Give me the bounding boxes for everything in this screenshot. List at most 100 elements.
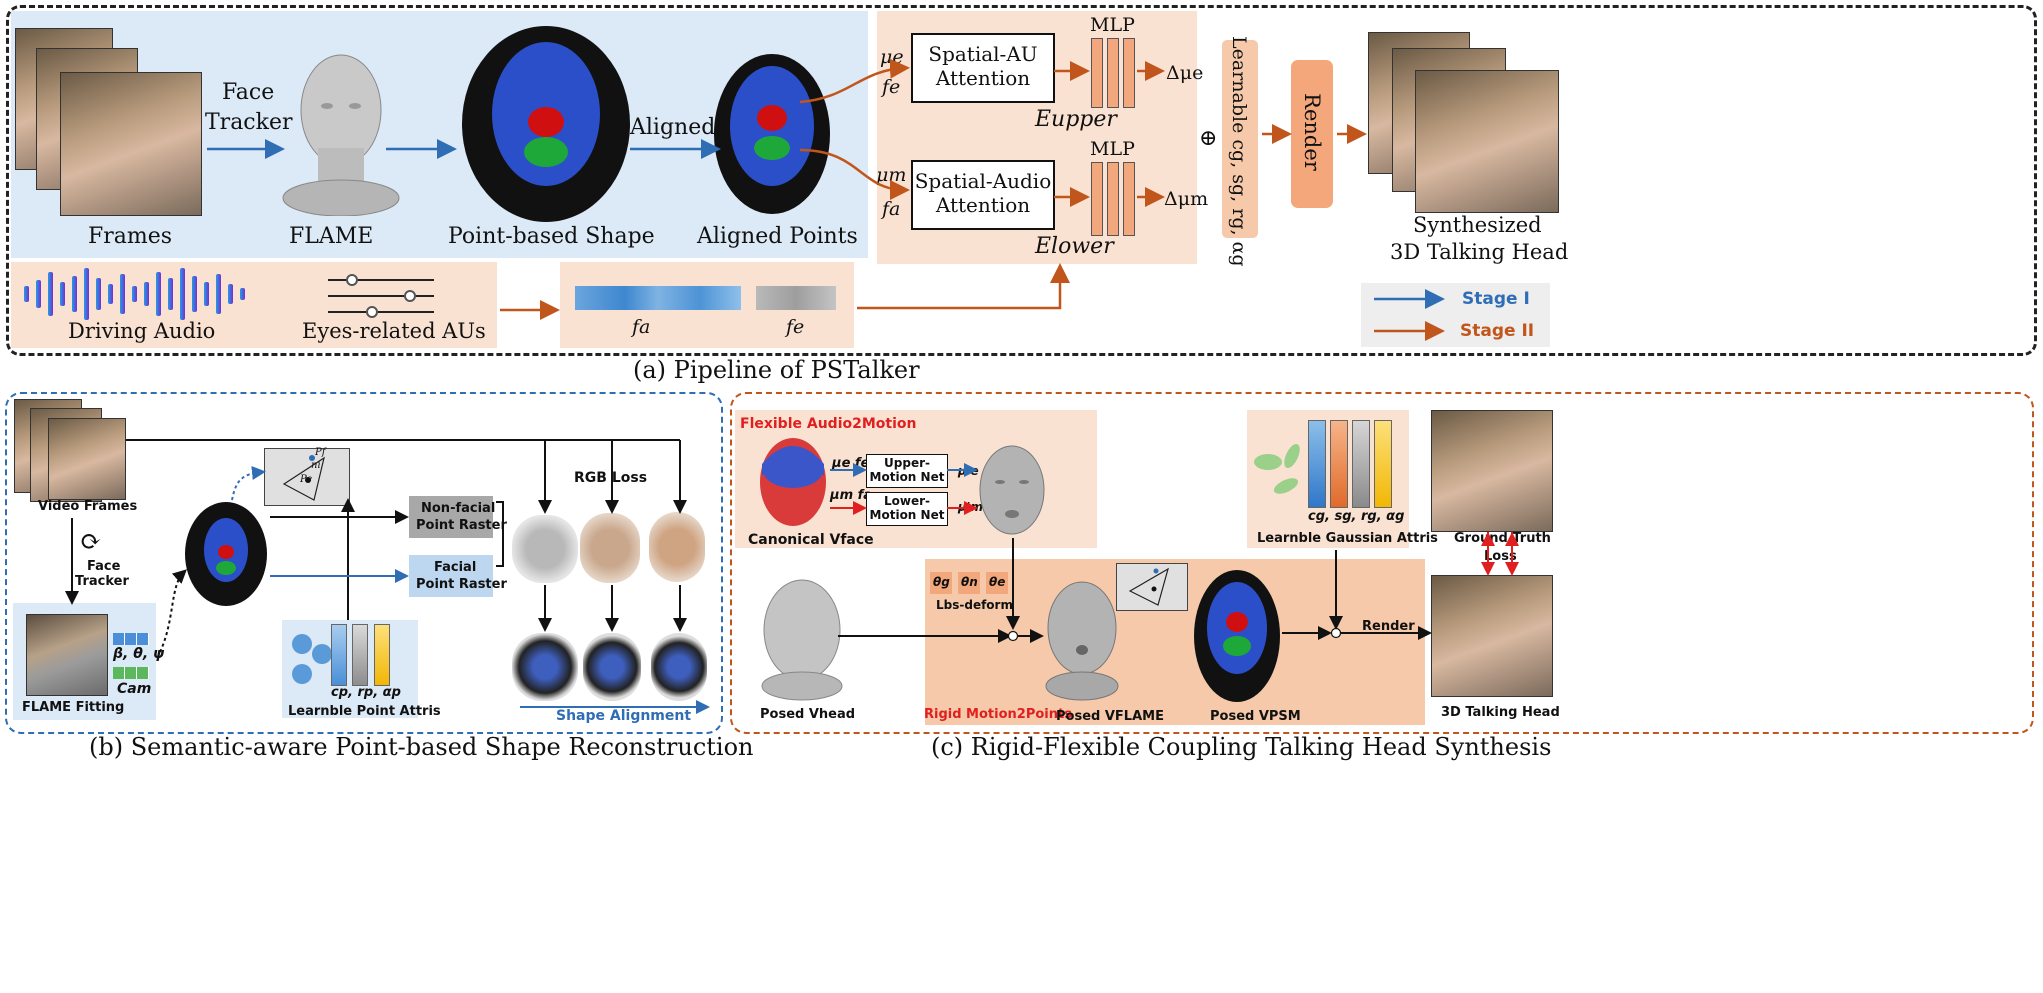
spatial-au-line2: Attention — [935, 66, 1031, 90]
video-frames-label: Video Frames — [38, 499, 138, 514]
face-tracker-label-1: Face — [222, 80, 275, 105]
panel-b-caption: (b) Semantic-aware Point-based Shape Rec… — [89, 733, 754, 761]
canonical-label: Canonical Vface — [748, 532, 874, 548]
rgb-loss-label: RGB Loss — [574, 470, 648, 486]
flame-fitting-label: FLAME Fitting — [22, 700, 125, 715]
mlp-upper-bar-3 — [1123, 38, 1135, 108]
point-shape-image — [462, 26, 630, 222]
gaussian-ellipses-icon — [1254, 443, 1300, 494]
deformed-face-image — [979, 445, 1045, 535]
gauss-bar-yellow — [1374, 420, 1392, 508]
upper-motion-line2: Motion Net — [869, 470, 945, 484]
panel-c-frame — [730, 392, 2034, 734]
posed-psm-label: Posed VPSM — [1210, 709, 1301, 724]
shape-alignment-label: Shape Alignment — [556, 708, 692, 724]
gauss-bar-blue — [1308, 420, 1326, 508]
driving-audio-label: Driving Audio — [68, 319, 216, 343]
f-e-label: fe — [882, 76, 901, 98]
aligned-shape-2 — [583, 633, 641, 701]
e-lower-label: Elower — [1035, 234, 1114, 259]
lower-motion-line2: Motion Net — [869, 508, 945, 522]
mlp-lower-bar-3 — [1123, 162, 1135, 236]
upper-motion-net-box: Upper- Motion Net — [866, 454, 948, 488]
render-box — [1291, 60, 1333, 208]
ray-diagram-c — [1116, 563, 1188, 611]
point-attr-bar-gray — [352, 624, 368, 686]
theta-g-label: θg — [933, 575, 950, 589]
canonical-face-image — [760, 438, 826, 526]
oplus-symbol: ⊕ — [1199, 126, 1218, 151]
ground-truth-label: Ground Truth — [1454, 531, 1551, 546]
non-facial-raster-box — [409, 496, 493, 538]
fe-feature-bar — [756, 286, 836, 310]
spatial-au-attention-box: Spatial-AU Attention — [911, 33, 1055, 103]
posed-psm-image — [1194, 570, 1280, 702]
facial-raster-box — [409, 555, 493, 597]
loss-label: Loss — [1484, 549, 1517, 564]
face-tracker-label-2: Tracker — [205, 110, 293, 135]
non-facial-line2: Point Raster — [416, 518, 507, 533]
lower-motion-line1: Lower- — [883, 494, 930, 508]
aligned-label: Aligned — [630, 115, 716, 140]
spatial-audio-attention-box: Spatial-Audio Attention — [911, 160, 1055, 230]
audio-region — [11, 262, 497, 348]
mlp-upper-bar-2 — [1107, 38, 1119, 108]
audio-waveform-image — [24, 268, 245, 320]
theta-n-box — [958, 572, 980, 594]
aligned-shape-3 — [651, 633, 707, 701]
facial-line2: Point Raster — [416, 577, 507, 592]
stage-legend — [1361, 283, 1550, 347]
point-circles-icon — [292, 634, 332, 684]
au-sliders-image — [328, 274, 434, 318]
pf-label-b: Pf — [315, 447, 326, 458]
rigid-label: Rigid Motion2Points — [924, 707, 1072, 722]
panel-c-caption: (c) Rigid-Flexible Coupling Talking Head… — [931, 733, 1552, 761]
delta-mu-e-label: Δμe — [1166, 62, 1204, 84]
point-attr-bar-blue — [331, 624, 347, 686]
param-green-grid — [113, 667, 149, 679]
flame-params-label: β, θ, ψ — [113, 646, 165, 662]
render-gray-face — [512, 515, 578, 583]
frames-label: Frames — [88, 224, 173, 249]
panel-b-frame — [5, 392, 723, 734]
learnable-gaussian-box — [1222, 40, 1258, 238]
panel-c-arrows — [830, 463, 1519, 643]
facial-line1: Facial — [434, 560, 477, 575]
synthesized-label-1: Synthesized — [1413, 213, 1542, 237]
theta-e-box — [986, 572, 1008, 594]
fe-feature-label: fe — [786, 316, 805, 338]
point-attr-labels: cp, rp, αp — [331, 685, 401, 700]
ground-truth-image — [1431, 410, 1553, 532]
flame-fitting-image — [26, 614, 108, 696]
mlp-upper-bar-1 — [1091, 38, 1103, 108]
ray-diagram-b-lines — [282, 455, 325, 501]
theta-g-box — [930, 572, 952, 594]
panel-a-caption: (a) Pipeline of PSTalker — [633, 356, 920, 384]
render-color-face-1 — [580, 513, 640, 583]
synth-thumb-front — [1415, 70, 1559, 213]
posed-head-image — [761, 579, 843, 701]
frame-thumb-front — [60, 72, 202, 216]
flexible-label: Flexible Audio2Motion — [740, 416, 917, 432]
talking-head-label: 3D Talking Head — [1441, 705, 1560, 720]
render-c-label: Render — [1362, 619, 1415, 634]
talking-head-image — [1431, 575, 1553, 697]
non-facial-line1: Non-facial — [421, 501, 496, 516]
panel-b-arrows — [65, 439, 710, 714]
mlp-lower-bar-1 — [1091, 162, 1103, 236]
e-upper-label: Eupper — [1035, 107, 1117, 132]
synthesized-label-2: 3D Talking Head — [1390, 240, 1569, 264]
theta-n-label: θn — [961, 575, 978, 589]
spatial-audio-line1: Spatial-Audio — [914, 169, 1052, 193]
face-tracker-b-2: Tracker — [75, 574, 129, 589]
render-color-face-2 — [649, 512, 705, 582]
aligned-points-label: Aligned Points — [697, 224, 858, 249]
legend-stage2-label: Stage II — [1460, 321, 1535, 341]
f-a-label: fa — [882, 198, 901, 220]
eyes-aus-label: Eyes-related AUs — [302, 319, 486, 343]
point-shape-b-image — [185, 502, 267, 606]
theta-e-label: θe — [989, 575, 1006, 589]
pipeline-arrows — [207, 58, 1445, 341]
point-shape-label: Point-based Shape — [448, 224, 655, 249]
posed-flame-image — [1045, 581, 1119, 701]
